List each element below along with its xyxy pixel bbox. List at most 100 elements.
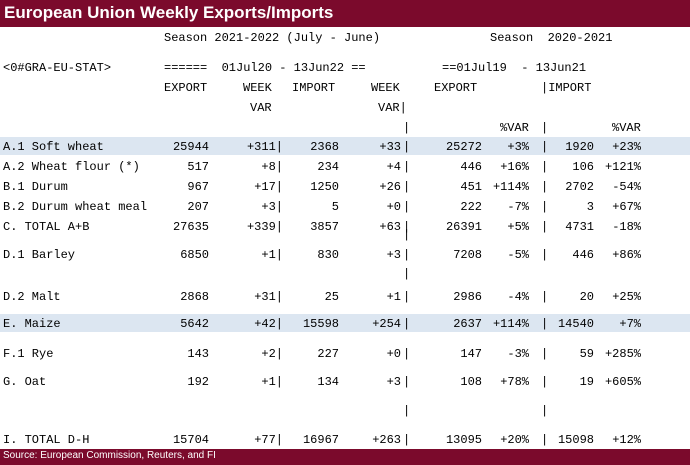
export-value: 207 bbox=[187, 200, 209, 214]
separator: | bbox=[541, 433, 549, 447]
row-label: B.1 Durum bbox=[3, 180, 68, 194]
ric-code: <0#GRA-EU-STAT> bbox=[3, 61, 112, 75]
export-value: 2868 bbox=[180, 290, 209, 304]
week-var-value: +42| bbox=[254, 317, 283, 331]
pct-var-value: +16% bbox=[500, 160, 529, 174]
separator: | bbox=[541, 290, 549, 304]
export-value: 25944 bbox=[172, 140, 209, 154]
pct-var-value: +114% bbox=[492, 317, 529, 331]
week-var-value: +1| bbox=[261, 248, 283, 262]
separator: | bbox=[403, 404, 411, 418]
import-prev-value: 2702 bbox=[565, 180, 594, 194]
title-bar: European Union Weekly Exports/Imports bbox=[0, 0, 690, 27]
separator: | bbox=[541, 404, 549, 418]
col-header-week: WEEK bbox=[243, 81, 272, 95]
row-label: B.2 Durum wheat meal bbox=[3, 200, 148, 214]
col-header-pct-var: %VAR bbox=[500, 121, 529, 135]
export-value: 967 bbox=[187, 180, 209, 194]
separator: | bbox=[541, 121, 549, 135]
week-var-import-value: +4 bbox=[386, 160, 401, 174]
import-prev-value: 4731 bbox=[565, 220, 594, 234]
export-prev-value: 7208 bbox=[453, 248, 482, 262]
pct-var-prev-value: +285% bbox=[604, 347, 641, 361]
pct-var-prev-value: +121% bbox=[604, 160, 641, 174]
export-value: 192 bbox=[187, 375, 209, 389]
source-note: Source: European Commission, Reuters, an… bbox=[3, 450, 216, 461]
separator: | bbox=[541, 248, 549, 262]
week-var-import-value: +0 bbox=[386, 200, 401, 214]
row-label: I. TOTAL D-H bbox=[3, 433, 90, 447]
separator: | bbox=[541, 140, 549, 154]
import-prev-value: 59 bbox=[579, 347, 594, 361]
separator: | bbox=[403, 180, 411, 194]
col-header-import: IMPORT bbox=[292, 81, 336, 95]
separator: | bbox=[541, 347, 549, 361]
separator: | bbox=[403, 433, 411, 447]
pct-var-prev-value: -54% bbox=[612, 180, 641, 194]
separator: | bbox=[403, 228, 411, 242]
week-var-import-value: +254 bbox=[372, 317, 401, 331]
week-var-value: +3| bbox=[261, 200, 283, 214]
pct-var-prev-value: +23% bbox=[612, 140, 641, 154]
export-prev-value: 26391 bbox=[445, 220, 482, 234]
week-var-value: +311| bbox=[246, 140, 283, 154]
week-var-value: +77| bbox=[254, 433, 283, 447]
date-range-previous: ==01Jul19 - 13Jun21 bbox=[442, 61, 587, 75]
export-value: 27635 bbox=[172, 220, 209, 234]
season-current-label: Season 2021-2022 (July - June) bbox=[164, 31, 381, 45]
import-prev-value: 20 bbox=[579, 290, 594, 304]
export-prev-value: 13095 bbox=[445, 433, 482, 447]
row-label: D.1 Barley bbox=[3, 248, 76, 262]
pct-var-value: +78% bbox=[500, 375, 529, 389]
row-label: D.2 Malt bbox=[3, 290, 61, 304]
pct-var-value: +114% bbox=[492, 180, 529, 194]
week-var-value: +17| bbox=[254, 180, 283, 194]
pct-var-prev-value: +86% bbox=[612, 248, 641, 262]
row-label: F.1 Rye bbox=[3, 347, 54, 361]
import-prev-value: 3 bbox=[586, 200, 594, 214]
import-prev-value: 106 bbox=[572, 160, 594, 174]
pct-var-value: -3% bbox=[507, 347, 529, 361]
week-var-import-value: +63 bbox=[379, 220, 401, 234]
separator: | bbox=[403, 200, 411, 214]
separator: | bbox=[541, 317, 549, 331]
row-label: G. Oat bbox=[3, 375, 47, 389]
separator: | bbox=[541, 180, 549, 194]
week-var-import-value: +3 bbox=[386, 375, 401, 389]
week-var-value: +2| bbox=[261, 347, 283, 361]
pct-var-prev-value: +605% bbox=[604, 375, 641, 389]
export-value: 5642 bbox=[180, 317, 209, 331]
row-label: E. Maize bbox=[3, 317, 61, 331]
separator: | bbox=[541, 375, 549, 389]
export-prev-value: 25272 bbox=[445, 140, 482, 154]
pct-var-prev-value: +7% bbox=[619, 317, 641, 331]
week-var-import-value: +1 bbox=[386, 290, 401, 304]
row-label: A.1 Soft wheat bbox=[3, 140, 104, 154]
pct-var-prev-value: +67% bbox=[612, 200, 641, 214]
separator: | bbox=[403, 317, 411, 331]
separator: | bbox=[403, 160, 411, 174]
col-header-var2: VAR| bbox=[378, 101, 407, 115]
import-value: 5 bbox=[331, 200, 339, 214]
pct-var-prev-value: +12% bbox=[612, 433, 641, 447]
week-var-value: +339| bbox=[246, 220, 283, 234]
pct-var-value: -5% bbox=[507, 248, 529, 262]
export-value: 143 bbox=[187, 347, 209, 361]
export-value: 6850 bbox=[180, 248, 209, 262]
import-value: 134 bbox=[317, 375, 339, 389]
row-label: C. TOTAL A+B bbox=[3, 220, 90, 234]
separator: | bbox=[403, 248, 411, 262]
separator: | bbox=[541, 220, 549, 234]
import-value: 25 bbox=[324, 290, 339, 304]
export-prev-value: 451 bbox=[460, 180, 482, 194]
week-var-value: +31| bbox=[254, 290, 283, 304]
import-value: 830 bbox=[317, 248, 339, 262]
import-value: 2368 bbox=[310, 140, 339, 154]
separator: | bbox=[403, 140, 411, 154]
week-var-import-value: +26 bbox=[379, 180, 401, 194]
export-prev-value: 2637 bbox=[453, 317, 482, 331]
col-header-export-prev: EXPORT bbox=[434, 81, 478, 95]
separator: | bbox=[541, 200, 549, 214]
week-var-import-value: +263 bbox=[372, 433, 401, 447]
row-highlight-soft-wheat bbox=[0, 137, 690, 155]
